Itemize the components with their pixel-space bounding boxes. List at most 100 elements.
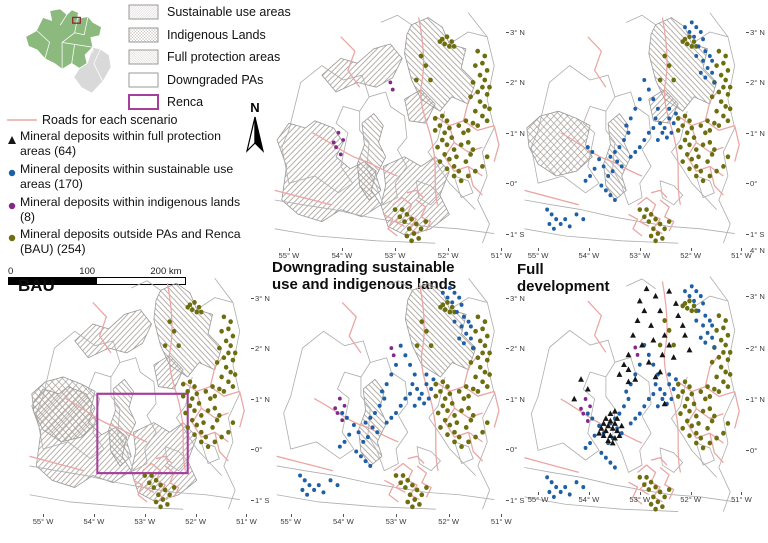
- brazil-inset-map: [25, 8, 112, 94]
- deposit-dot: [599, 450, 604, 455]
- deposit-dot: [411, 231, 417, 236]
- road-line: [418, 283, 439, 471]
- deposit-dot: [185, 304, 190, 310]
- deposit-dot: [444, 166, 450, 172]
- deposit-dot: [662, 391, 667, 397]
- deposit-triangle: [602, 427, 609, 434]
- deposit-dot: [567, 492, 572, 497]
- map-canvas-scenario-top-right: [524, 12, 740, 244]
- deposit-dot: [680, 39, 685, 44]
- deposit-dot: [424, 382, 429, 387]
- deposit-dot: [658, 387, 663, 392]
- x-axis-tick-mark: [341, 248, 343, 251]
- deposit-dot: [581, 217, 586, 222]
- x-axis-tick-mark: [690, 492, 692, 495]
- deposit-dot: [545, 475, 550, 480]
- deposit-dot: [194, 309, 200, 315]
- deposit-dot: [475, 388, 481, 394]
- x-axis-tick-label: 53° W: [629, 495, 651, 504]
- deposit-dot: [674, 377, 678, 382]
- deposit-dot: [547, 221, 552, 227]
- deposit-triangle: [607, 432, 614, 439]
- deposit-dot: [691, 401, 697, 407]
- deposit-dot: [689, 308, 695, 314]
- deposit-dot: [716, 123, 722, 128]
- region-boundary: [380, 14, 412, 26]
- deposit-triangle: [600, 420, 607, 426]
- deposit-dot: [660, 236, 665, 241]
- deposit-dot: [351, 422, 356, 428]
- deposit-dot: [667, 372, 672, 377]
- deposit-dot: [642, 137, 647, 143]
- deposit-dot: [449, 304, 455, 310]
- deposit-dot: [657, 342, 663, 348]
- y-axis-tick-mark: [746, 32, 749, 33]
- deposit-dot: [465, 173, 471, 179]
- x-axis-tick-label: 51° W: [731, 251, 752, 260]
- map-panel-bau: 55° W 54° W 53° W 52° W 51° W 3° N 2° N 1° N 0° 1…: [25, 278, 270, 526]
- y-axis-tick-mark: [251, 449, 254, 451]
- deposit-dot: [680, 303, 685, 309]
- protected-area-s4: [404, 89, 436, 124]
- deposit-dot: [403, 353, 408, 358]
- deposit-triangle: [614, 427, 621, 434]
- deposit-dot: [407, 492, 413, 498]
- scale-bar-segment-black: [9, 278, 97, 284]
- deposit-dot: [653, 382, 658, 387]
- black-marker-icon: [6, 129, 20, 158]
- deposit-triangle: [625, 351, 632, 358]
- region-boundary: [524, 496, 679, 513]
- deposit-dot: [194, 391, 200, 397]
- deposit-dot: [705, 65, 710, 71]
- deposit-dot: [391, 353, 396, 358]
- region-boundary: [453, 175, 474, 199]
- map-panel-full-development: 55° W 54° W 53° W 52° W 51° W 3° N 2° N 1° N 0° 4…: [520, 246, 765, 513]
- deposit-dot: [696, 420, 701, 426]
- deposit-triangle: [682, 332, 688, 338]
- deposit-dot: [440, 379, 446, 385]
- deposit-dot: [221, 314, 227, 320]
- y-axis-tick-label: 3° N: [750, 292, 765, 302]
- deposit-dot: [703, 340, 708, 345]
- deposit-dot: [689, 20, 694, 25]
- deposit-dot: [644, 474, 649, 480]
- deposit-dot: [477, 364, 483, 370]
- deposit-dot: [709, 94, 715, 100]
- deposit-dot: [390, 87, 395, 92]
- x-axis-tick-mark: [195, 514, 197, 517]
- map-canvas-scenario-bau: [29, 278, 245, 510]
- deposit-dot: [298, 473, 303, 478]
- deposit-dot: [599, 183, 604, 188]
- region-boundary: [110, 357, 157, 472]
- deposit-dot: [660, 504, 665, 510]
- x-axis-tick-mark: [290, 514, 292, 517]
- y-axis-tick-label: 3° N: [255, 293, 270, 303]
- deposit-dot: [727, 106, 733, 112]
- deposit-dot: [703, 313, 708, 318]
- deposits-black: [571, 285, 693, 446]
- deposit-dot: [727, 84, 733, 90]
- deposit-dot: [417, 501, 422, 507]
- deposit-dot: [707, 140, 713, 145]
- deposit-triangle: [675, 312, 682, 319]
- deposit-dot: [468, 152, 473, 157]
- deposit-dot: [653, 116, 658, 121]
- deposit-dot: [433, 381, 439, 387]
- deposit-dot: [183, 410, 188, 416]
- deposit-triangle: [571, 395, 578, 402]
- deposit-dot: [452, 290, 457, 295]
- region-boundary: [695, 442, 715, 466]
- deposit-dot: [468, 417, 474, 423]
- olive-marker-icon: [6, 227, 20, 256]
- deposit-dot: [655, 231, 661, 236]
- deposit-dot: [608, 193, 613, 198]
- deposit-dot: [487, 106, 492, 112]
- deposit-dot: [549, 480, 554, 485]
- deposit-dot: [415, 386, 420, 392]
- deposit-dot: [669, 130, 674, 135]
- deposit-dot: [601, 164, 606, 169]
- deposit-dot: [692, 298, 696, 304]
- deposit-dot: [694, 430, 699, 436]
- deposit-dot: [714, 435, 719, 441]
